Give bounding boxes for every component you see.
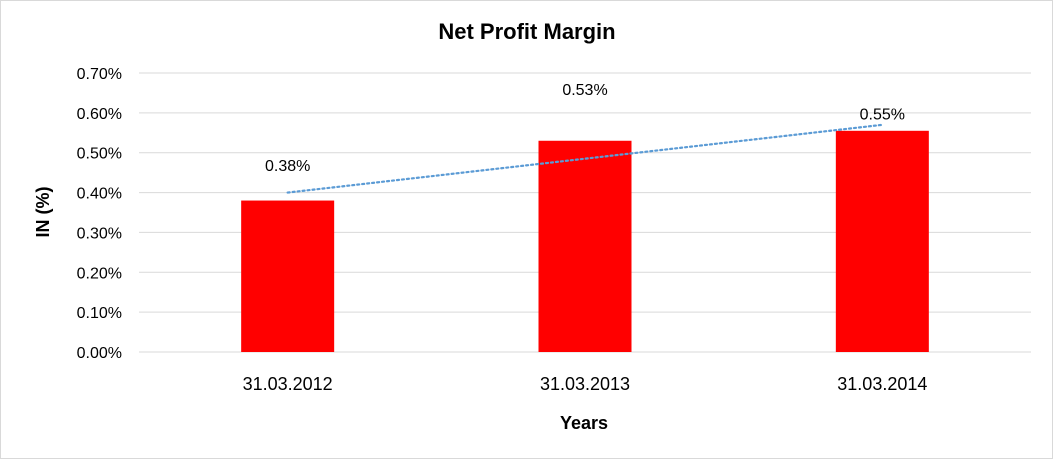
y-tick-label: 0.20%: [77, 265, 122, 282]
y-axis-title: IN (%): [33, 187, 53, 238]
data-labels: 0.38% 0.53% 0.55%: [265, 82, 905, 175]
data-label: 0.38%: [265, 158, 310, 175]
trendline-group: [286, 123, 884, 194]
bars: [241, 130, 929, 352]
x-tick-label: 31.03.2014: [837, 374, 927, 394]
bar: [835, 130, 929, 352]
y-tick-label: 0.50%: [77, 146, 122, 163]
trendline: [286, 123, 884, 194]
bar: [538, 140, 632, 352]
y-tick-labels: 0.00% 0.10% 0.20% 0.30% 0.40% 0.50% 0.60% 0.70%: [77, 66, 122, 362]
x-tick-labels: 31.03.2012 31.03.2013 31.03.2014: [243, 374, 928, 394]
x-tick-label: 31.03.2013: [540, 374, 630, 394]
y-tick-label: 0.30%: [77, 225, 122, 242]
bar: [241, 200, 335, 352]
data-label: 0.55%: [860, 106, 905, 123]
y-tick-label: 0.00%: [77, 345, 122, 362]
x-tick-label: 31.03.2012: [243, 374, 333, 394]
chart-title: Net Profit Margin: [438, 19, 615, 44]
y-tick-label: 0.40%: [77, 186, 122, 203]
y-tick-label: 0.70%: [77, 66, 122, 83]
y-tick-label: 0.10%: [77, 305, 122, 322]
data-label: 0.53%: [562, 82, 607, 99]
x-axis-title: Years: [560, 413, 608, 433]
y-tick-label: 0.60%: [77, 106, 122, 123]
